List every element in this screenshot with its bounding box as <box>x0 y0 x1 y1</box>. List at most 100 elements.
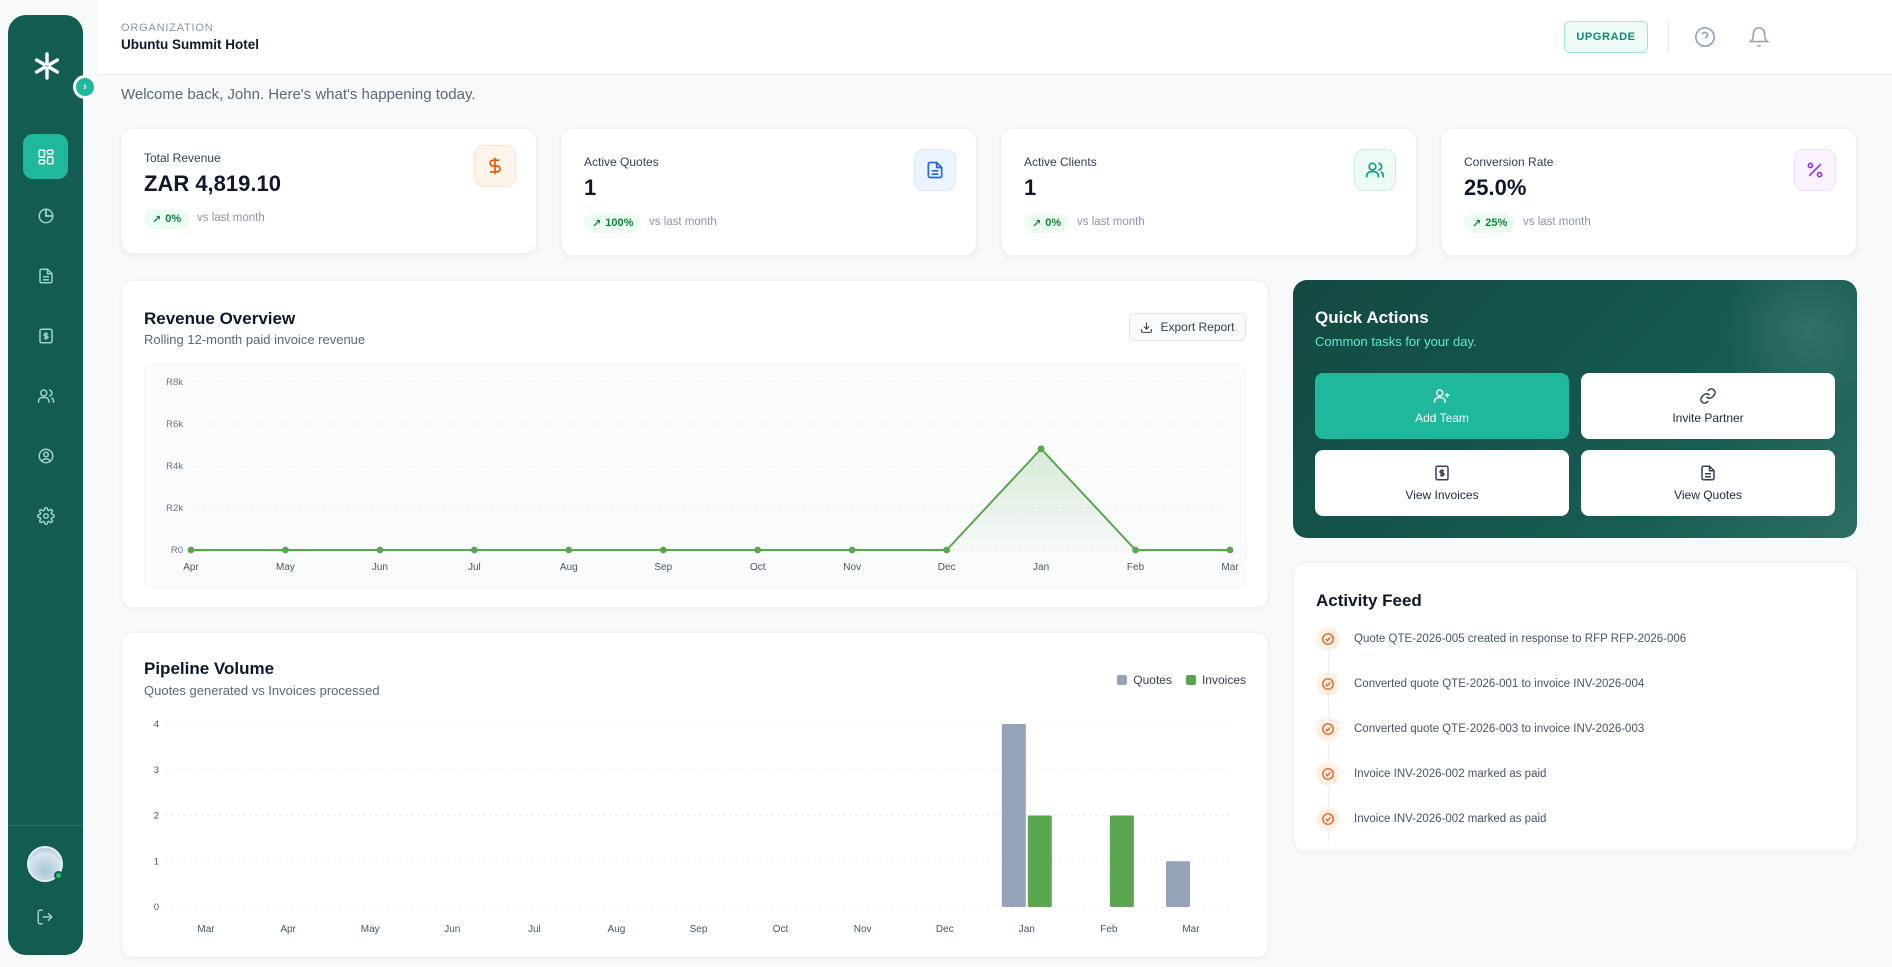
trend-caption: vs last month <box>197 212 265 224</box>
stat-value: 25.0% <box>1464 175 1527 200</box>
trend-badge: ↗ 25% <box>1464 213 1516 233</box>
invite-partner-button[interactable]: Invite Partner <box>1581 373 1835 439</box>
revenue-point <box>376 546 384 554</box>
legend-label: Invoices <box>1201 673 1246 687</box>
revenue-chart-area: R0 R2k R4k R6k R8k Apr May Jun Jul Aug Sep Oct Nov De… <box>144 364 1246 588</box>
revenue-point <box>848 546 856 554</box>
revenue-title: Revenue Overview <box>144 309 296 328</box>
sidebar <box>8 15 83 955</box>
x-tick-label: Aug <box>608 924 626 935</box>
stat-label: Active Quotes <box>584 155 659 169</box>
link-icon <box>1700 388 1716 404</box>
online-status-dot <box>54 871 63 880</box>
revenue-point <box>754 546 762 554</box>
org-name[interactable]: Ubuntu Summit Hotel <box>121 37 259 52</box>
clients-icon <box>37 388 54 403</box>
sidebar-toggle-button[interactable]: › <box>73 75 97 99</box>
pipeline-legend: Quotes Invoices <box>1117 673 1246 687</box>
activity-item[interactable]: Converted quote QTE-2026-003 to invoice … <box>1316 717 1644 741</box>
x-tick-label: Apr <box>183 562 199 573</box>
revenue-area <box>191 448 1230 550</box>
activity-item[interactable]: Converted quote QTE-2026-001 to invoice … <box>1316 672 1644 696</box>
legend-item-quotes[interactable]: Quotes <box>1117 673 1172 687</box>
y-tick-label: R4k <box>166 461 183 472</box>
activity-text: Invoice INV-2026-002 marked as paid <box>1354 813 1547 825</box>
stat-card-active-quotes[interactable]: Active Quotes 1 ↗ 100% vs last month <box>561 128 977 256</box>
sidebar-item-invoices[interactable] <box>23 313 68 358</box>
legend-swatch <box>1185 675 1196 685</box>
pipeline-title: Pipeline Volume <box>144 659 275 678</box>
y-tick-label: R8k <box>166 377 183 388</box>
x-tick-label: Aug <box>560 562 578 573</box>
avatar[interactable] <box>27 846 63 882</box>
download-icon <box>1141 322 1153 333</box>
trend-value: 0% <box>165 213 182 225</box>
quotes-icon <box>38 268 53 283</box>
logo-icon[interactable] <box>32 51 62 81</box>
activity-text: Invoice INV-2026-002 marked as paid <box>1354 768 1547 780</box>
activity-text: Quote QTE-2026-005 created in response t… <box>1354 633 1687 645</box>
sidebar-item-profile[interactable] <box>23 433 68 478</box>
trend-value: 0% <box>1045 217 1062 229</box>
view-quotes-button[interactable]: View Quotes <box>1581 450 1835 516</box>
x-tick-label: Sep <box>690 924 708 935</box>
sidebar-item-dashboard[interactable] <box>23 134 68 179</box>
x-tick-label: Dec <box>938 562 956 573</box>
sidebar-item-analytics[interactable] <box>23 193 68 238</box>
pipeline-chart: 0 1 2 3 4 Mar Apr May Jun Jul Aug Sep Oct Nov Dec Jan Fe… <box>154 719 1232 935</box>
revenue-subtitle: Rolling 12-month paid invoice revenue <box>144 332 366 347</box>
legend-item-invoices[interactable]: Invoices <box>1185 673 1246 687</box>
stat-card-total-revenue[interactable]: Total Revenue ZAR 4,819.10 ↗ 0% vs last m… <box>121 128 537 254</box>
analytics-icon <box>38 207 54 223</box>
revenue-point <box>565 546 573 554</box>
logout-icon[interactable] <box>36 908 54 926</box>
x-tick-label: Jun <box>444 924 460 935</box>
settings-icon <box>36 506 55 525</box>
org-label: ORGANIZATION <box>121 22 214 34</box>
x-tick-label: Mar <box>197 924 215 935</box>
x-tick-label: Feb <box>1127 562 1145 573</box>
stat-label: Active Clients <box>1024 155 1097 169</box>
y-tick-label: 4 <box>154 719 159 730</box>
welcome-message: Welcome back, John. Here's what's happen… <box>121 86 476 103</box>
help-icon[interactable] <box>1694 26 1716 48</box>
bar-quotes <box>1165 861 1190 907</box>
x-tick-label: Nov <box>843 562 861 573</box>
revenue-line <box>191 447 1230 551</box>
sidebar-item-clients[interactable] <box>23 373 68 418</box>
trend-caption: vs last month <box>1077 216 1145 228</box>
x-tick-label: Nov <box>854 924 872 935</box>
bell-icon[interactable] <box>1748 26 1770 48</box>
activity-item[interactable]: Invoice INV-2026-002 marked as paid <box>1316 807 1546 831</box>
legend-label: Quotes <box>1133 673 1172 687</box>
x-tick-label: Jul <box>528 924 541 935</box>
activity-item[interactable]: Quote QTE-2026-005 created in response t… <box>1316 627 1686 651</box>
activity-feed-panel: Activity Feed Quote QTE-2026-005 created… <box>1293 562 1857 852</box>
stat-card-conversion-rate[interactable]: Conversion Rate 25.0% ↗ 25% vs last month <box>1441 128 1857 256</box>
revenue-point <box>1226 546 1234 554</box>
export-report-button[interactable]: Export Report <box>1129 313 1246 341</box>
x-tick-label: Jun <box>372 562 388 573</box>
check-circle-icon <box>1316 717 1340 741</box>
stat-card-active-clients[interactable]: Active Clients 1 ↗ 0% vs last month <box>1001 128 1417 256</box>
quick-actions-title: Quick Actions <box>1315 308 1429 327</box>
stat-label: Total Revenue <box>144 151 221 165</box>
document-icon <box>1701 465 1715 481</box>
stat-label: Conversion Rate <box>1464 155 1554 169</box>
activity-text: Converted quote QTE-2026-001 to invoice … <box>1354 678 1645 690</box>
revenue-point <box>282 546 289 554</box>
sidebar-item-quotes[interactable] <box>23 253 68 298</box>
view-quotes-label: View Quotes <box>1674 488 1742 502</box>
legend-swatch <box>1117 675 1128 685</box>
x-tick-label: May <box>276 562 295 573</box>
x-tick-label: Jan <box>1019 924 1035 935</box>
quick-actions-panel: Quick Actions Common tasks for your day.… <box>1293 280 1857 538</box>
sidebar-item-settings[interactable] <box>23 493 68 538</box>
upgrade-button[interactable]: UPGRADE <box>1564 21 1648 53</box>
export-report-label: Export Report <box>1160 320 1235 334</box>
view-invoices-button[interactable]: View Invoices <box>1315 450 1569 516</box>
invoice-icon <box>1435 465 1449 481</box>
add-team-button[interactable]: Add Team <box>1315 373 1569 439</box>
activity-item[interactable]: Invoice INV-2026-002 marked as paid <box>1316 762 1546 786</box>
view-invoices-label: View Invoices <box>1405 488 1479 502</box>
